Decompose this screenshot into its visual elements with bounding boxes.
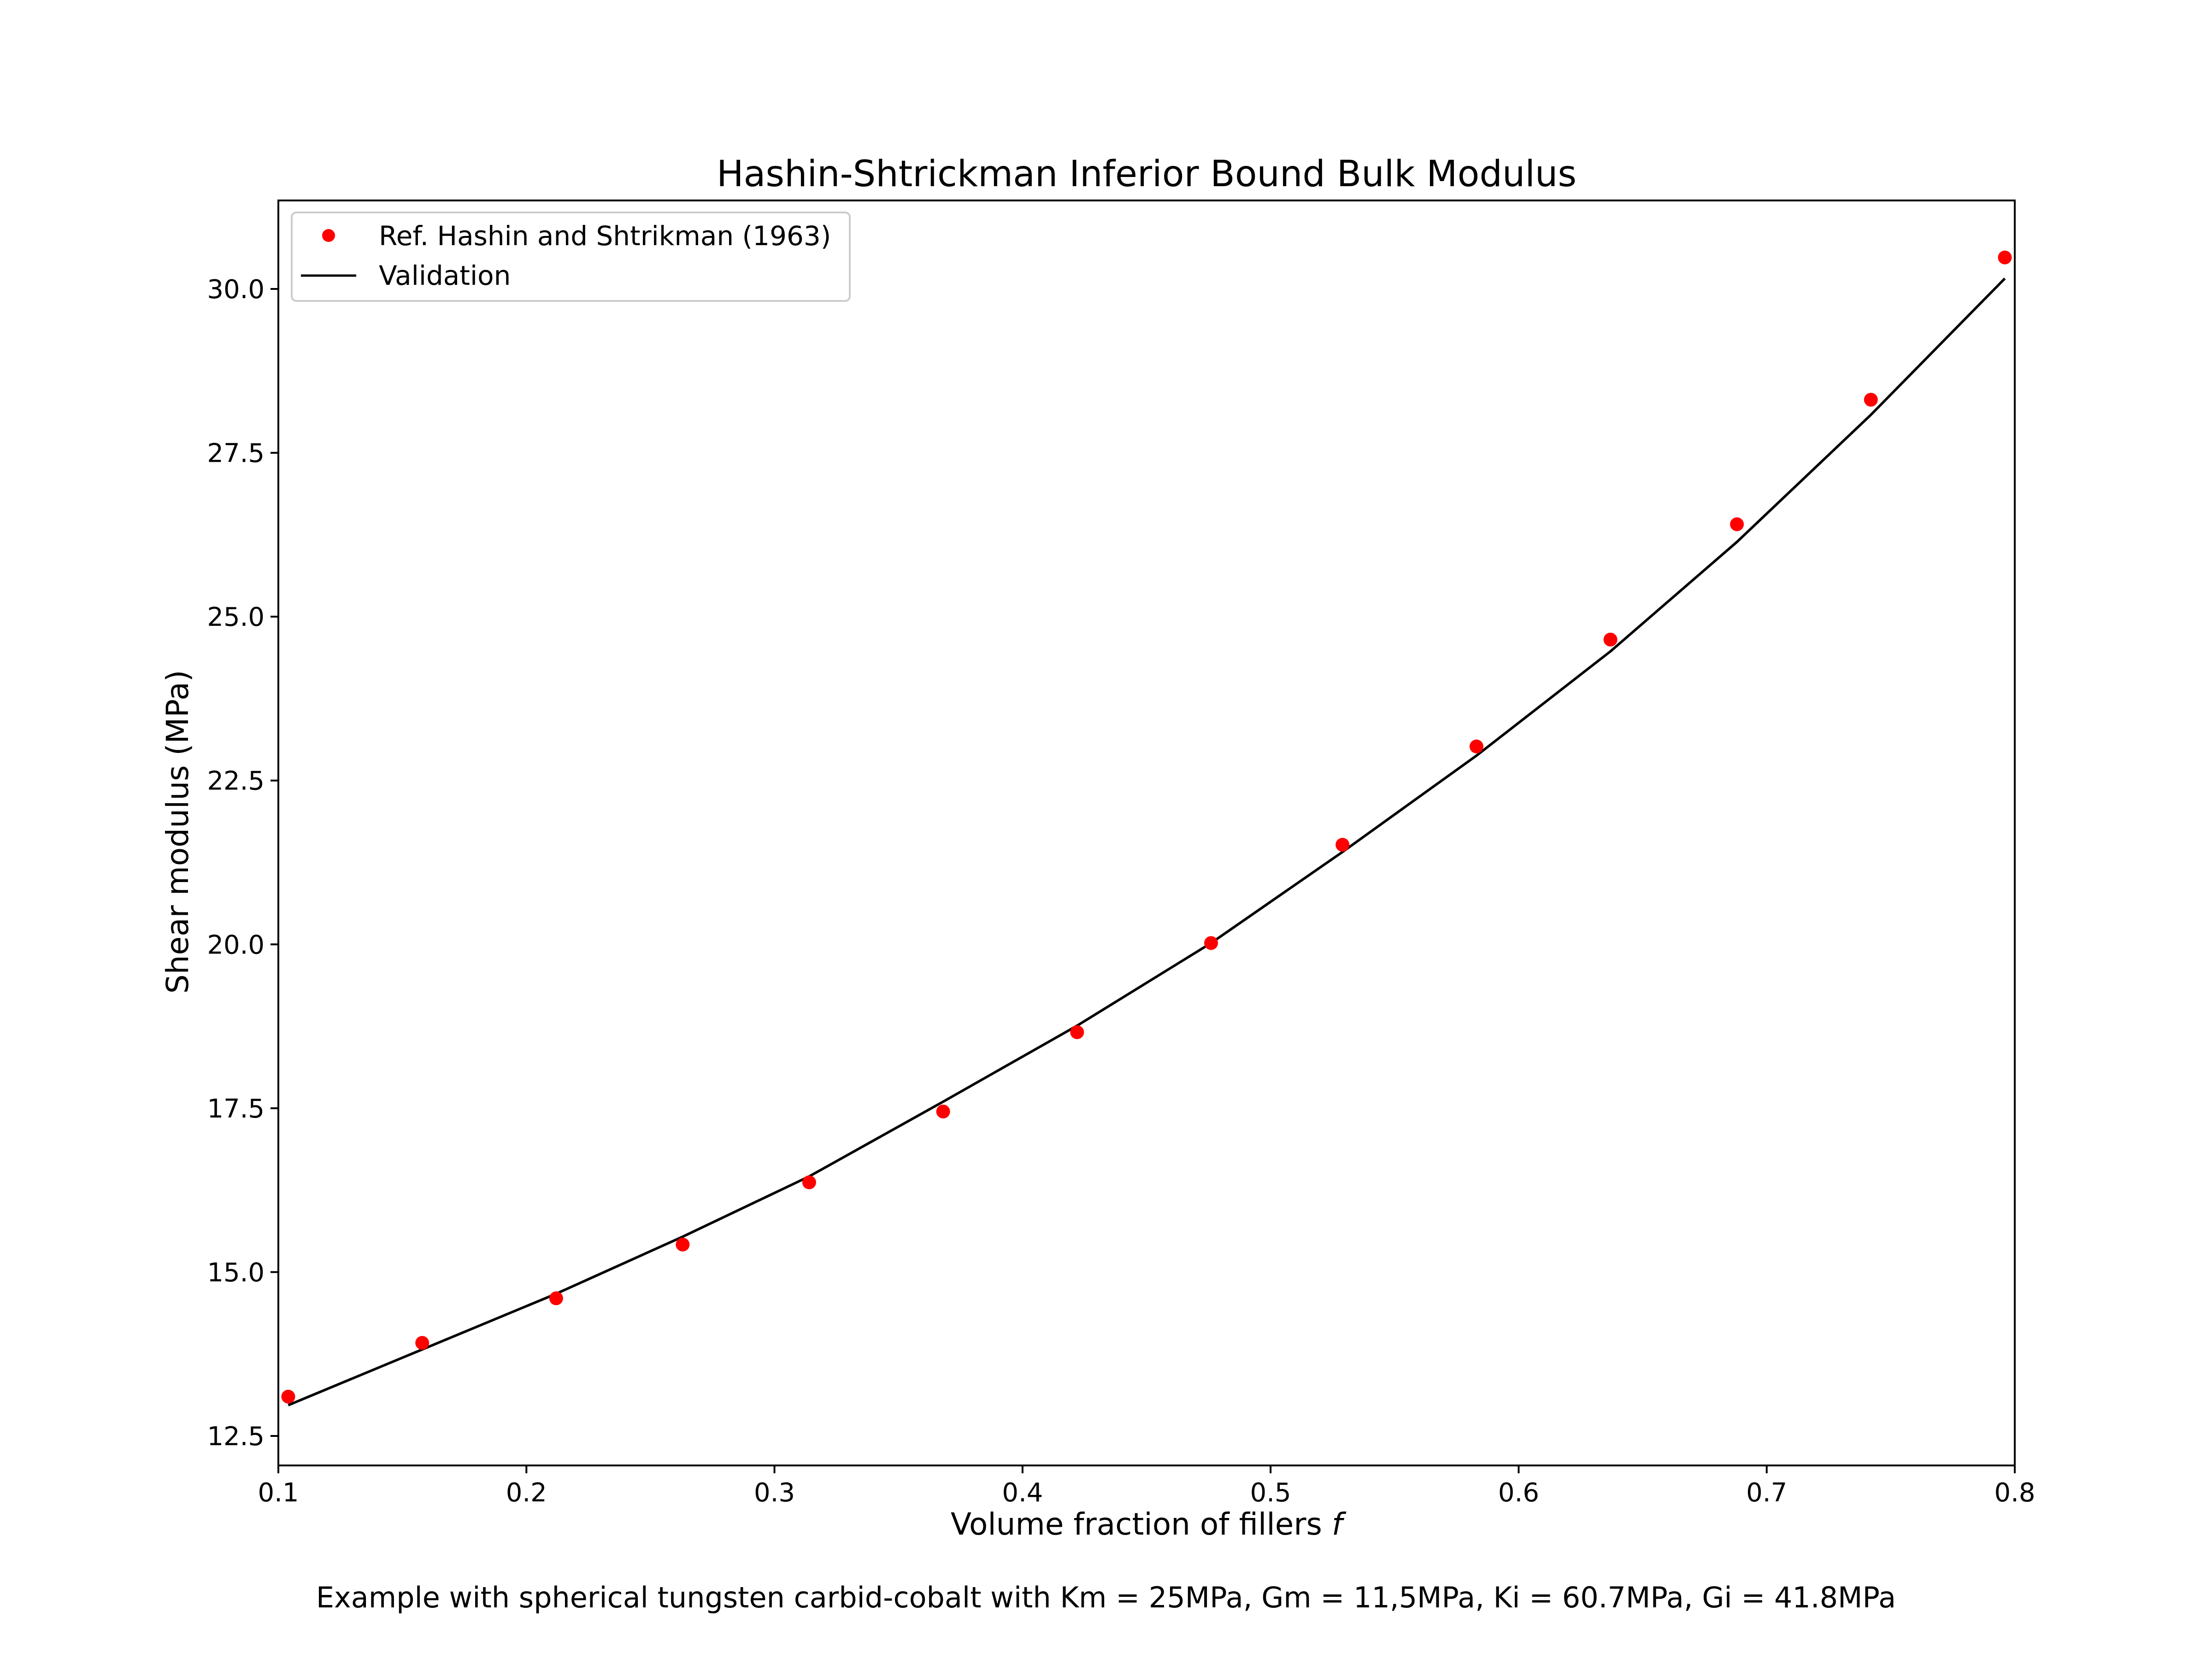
x-tick-label: 0.4 <box>1002 1478 1043 1508</box>
data-point-ref <box>415 1336 429 1350</box>
x-tick-label: 0.1 <box>258 1478 299 1508</box>
data-point-ref <box>281 1389 295 1404</box>
y-tick-label: 17.5 <box>207 1094 265 1124</box>
x-tick-label: 0.6 <box>1498 1478 1539 1508</box>
x-axis-label: Volume fraction of fillers f <box>951 1506 1347 1542</box>
legend-label-ref: Ref. Hashin and Shtrikman (1963) <box>379 220 831 252</box>
x-axis: 0.1 0.2 0.3 0.4 0.5 0.6 0.7 0.8 <box>258 1465 2036 1508</box>
data-point-ref <box>1204 936 1218 950</box>
data-point-ref <box>1603 632 1618 647</box>
x-axis-label-text: Volume fraction of fillers <box>951 1506 1332 1542</box>
legend-label-validation: Validation <box>379 260 511 291</box>
data-point-ref <box>1335 838 1350 852</box>
plot-area <box>277 200 2016 1466</box>
y-tick-label: 30.0 <box>207 275 265 305</box>
data-point-ref <box>1864 393 1878 407</box>
data-point-ref <box>936 1105 950 1118</box>
legend-marker-ref <box>322 229 335 242</box>
y-tick-label: 22.5 <box>207 766 265 796</box>
legend: Ref. Hashin and Shtrikman (1963) Validat… <box>291 212 851 302</box>
y-tick-label: 25.0 <box>207 602 265 632</box>
legend-box <box>291 212 851 302</box>
series-line-validation <box>288 277 2006 1406</box>
data-point-ref <box>676 1237 690 1252</box>
data-point-ref <box>1469 739 1483 753</box>
x-tick-label: 0.5 <box>1250 1478 1291 1508</box>
axes-frame <box>277 200 2016 1466</box>
y-axis-label: Shear modulus (MPa) <box>160 670 195 994</box>
x-tick-label: 0.2 <box>506 1478 547 1508</box>
y-axis: 12.5 15.0 17.5 20.0 22.5 25.0 27.5 30.0 <box>207 275 278 1452</box>
y-tick-label: 27.5 <box>207 439 265 469</box>
y-tick-label: 20.0 <box>207 930 265 960</box>
figure-caption: Example with spherical tungsten carbid-c… <box>316 1581 1896 1614</box>
chart-title: Hashin-Shtrickman Inferior Bound Bulk Mo… <box>717 153 1577 195</box>
data-point-ref <box>802 1175 816 1189</box>
x-tick-label: 0.8 <box>1994 1478 2035 1508</box>
data-point-ref <box>549 1291 563 1306</box>
x-tick-label: 0.3 <box>754 1478 795 1508</box>
y-tick-label: 15.0 <box>207 1258 265 1288</box>
data-point-ref <box>1730 517 1744 531</box>
data-point-ref <box>1070 1025 1084 1039</box>
data-point-ref <box>1998 250 2012 265</box>
x-tick-label: 0.7 <box>1746 1478 1787 1508</box>
y-tick-label: 12.5 <box>207 1422 265 1452</box>
